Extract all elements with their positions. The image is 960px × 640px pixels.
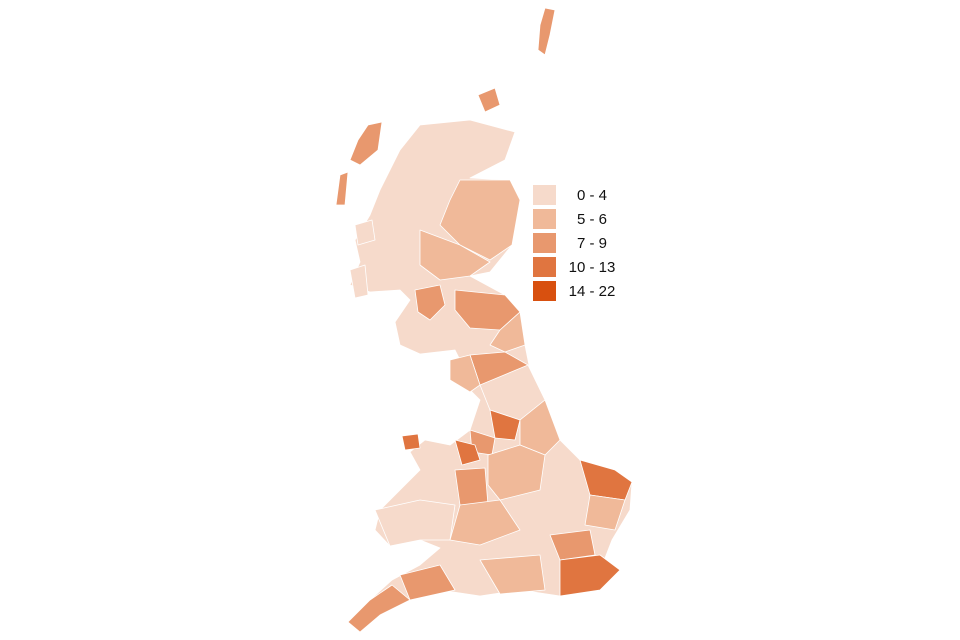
legend-swatch bbox=[533, 233, 556, 253]
region-devon bbox=[399, 564, 456, 601]
legend-label: 10 - 13 bbox=[568, 258, 616, 276]
region-cumbria bbox=[449, 354, 481, 393]
region-wales-north bbox=[454, 439, 481, 466]
orkney bbox=[477, 87, 501, 113]
region-glasgow bbox=[414, 284, 446, 321]
western-isles-south bbox=[335, 171, 349, 206]
region-aberdeenshire bbox=[439, 179, 521, 261]
region-northumberland bbox=[489, 311, 526, 353]
legend-item: 7 - 9 bbox=[533, 231, 622, 255]
region-hampshire bbox=[479, 554, 546, 595]
legend-label: 14 - 22 bbox=[568, 282, 616, 300]
legend-label: 0 - 4 bbox=[576, 186, 607, 204]
legend-swatch bbox=[533, 209, 556, 229]
region-norfolk bbox=[579, 459, 633, 501]
western-isles bbox=[349, 121, 383, 166]
region-cornwall bbox=[347, 584, 411, 633]
legend-item: 0 - 4 bbox=[533, 183, 622, 207]
region-suffolk bbox=[584, 494, 626, 531]
anglesey bbox=[401, 433, 421, 451]
region-london bbox=[549, 529, 596, 561]
region-kent bbox=[559, 554, 621, 597]
region-cotswolds bbox=[449, 499, 521, 546]
mull-islay bbox=[349, 264, 369, 299]
legend-swatch bbox=[533, 281, 556, 301]
shetland bbox=[537, 7, 556, 56]
legend-swatch bbox=[533, 257, 556, 277]
legend-swatch bbox=[533, 185, 556, 205]
region-perth bbox=[419, 229, 491, 281]
skye bbox=[354, 219, 376, 246]
region-shropshire bbox=[454, 467, 489, 506]
region-midlands bbox=[487, 444, 546, 501]
legend-item: 10 - 13 bbox=[533, 255, 622, 279]
region-west-yorks bbox=[489, 409, 521, 441]
legend-label: 7 - 9 bbox=[576, 234, 607, 252]
legend: 0 - 4 5 - 6 7 - 9 10 - 13 14 - 22 bbox=[533, 183, 622, 303]
region-lincoln bbox=[519, 399, 561, 456]
legend-label: 5 - 6 bbox=[576, 210, 607, 228]
legend-item: 14 - 22 bbox=[533, 279, 622, 303]
legend-item: 5 - 6 bbox=[533, 207, 622, 231]
